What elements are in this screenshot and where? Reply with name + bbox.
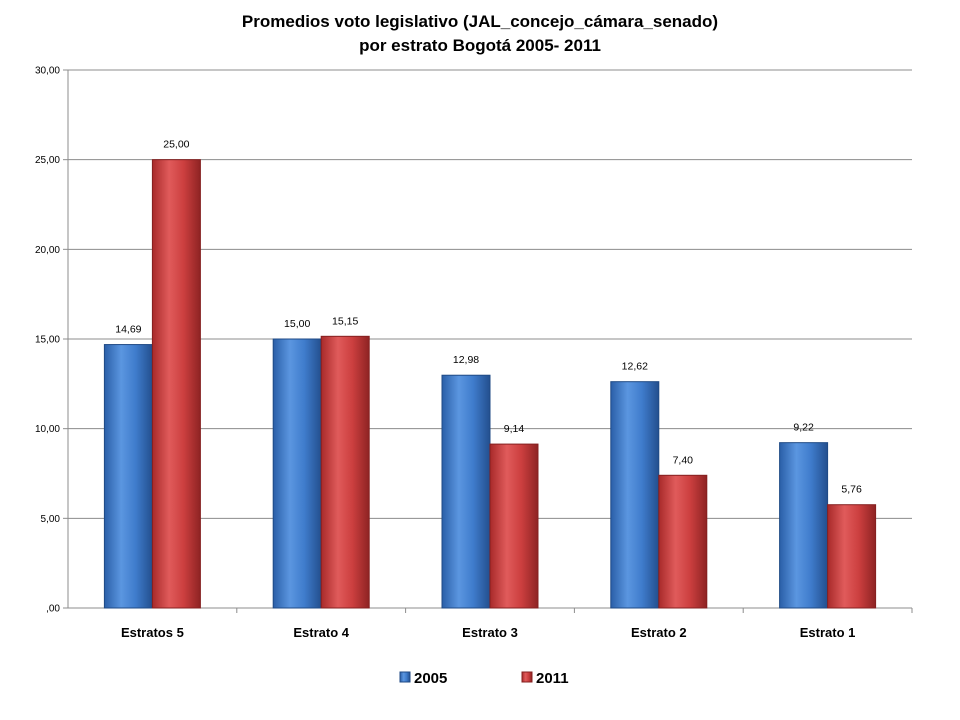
bar-2005-0 <box>103 344 153 609</box>
chart-title-line2: por estrato Bogotá 2005- 2011 <box>359 36 601 55</box>
bars <box>103 159 877 609</box>
bar-2011-0 <box>151 159 201 609</box>
legend-swatch <box>521 671 533 683</box>
legend-label: 2011 <box>536 670 569 687</box>
category-label: Estrato 2 <box>631 625 687 640</box>
y-tick-label: ,00 <box>46 604 60 615</box>
bar-2005-2 <box>441 374 491 609</box>
category-label: Estrato 1 <box>800 625 856 640</box>
y-tick-label: 25,00 <box>35 155 60 166</box>
y-tick-label: 5,00 <box>41 514 61 525</box>
bar-2011-3 <box>658 474 708 609</box>
data-label: 7,40 <box>673 454 694 466</box>
y-tick-label: 30,00 <box>35 66 60 77</box>
legend: 2005 2011 <box>399 670 569 687</box>
bar-2011-2 <box>489 443 539 609</box>
y-tick-label: 15,00 <box>35 335 60 346</box>
bar-2011-1 <box>320 335 370 609</box>
data-label: 9,22 <box>793 422 814 434</box>
y-tick-label: 20,00 <box>35 245 60 256</box>
category-label: Estrato 4 <box>293 625 349 640</box>
bar-2005-4 <box>779 442 829 609</box>
data-label: 9,14 <box>504 423 525 435</box>
legend-swatch <box>399 671 411 683</box>
bar-2005-3 <box>610 381 660 609</box>
data-label: 5,76 <box>841 484 862 496</box>
data-label: 12,62 <box>622 361 648 373</box>
bar-2011-4 <box>827 504 877 609</box>
data-label: 14,69 <box>115 324 141 336</box>
data-label: 25,00 <box>163 139 189 151</box>
bar-2005-1 <box>272 338 322 609</box>
category-label: Estratos 5 <box>121 625 184 640</box>
chart-title: Promedios voto legislativo (JAL_concejo_… <box>0 10 960 58</box>
legend-label: 2005 <box>414 670 447 687</box>
category-label: Estrato 3 <box>462 625 518 640</box>
y-tick-label: 10,00 <box>35 424 60 435</box>
data-label: 15,15 <box>332 315 358 327</box>
data-label: 15,00 <box>284 318 310 330</box>
data-label: 12,98 <box>453 354 479 366</box>
chart-title-line1: Promedios voto legislativo (JAL_concejo_… <box>241 12 719 31</box>
labels: ,00 5,00 10,00 15,00 20,00 25,00 30,00 14,69 25,… <box>35 66 862 641</box>
